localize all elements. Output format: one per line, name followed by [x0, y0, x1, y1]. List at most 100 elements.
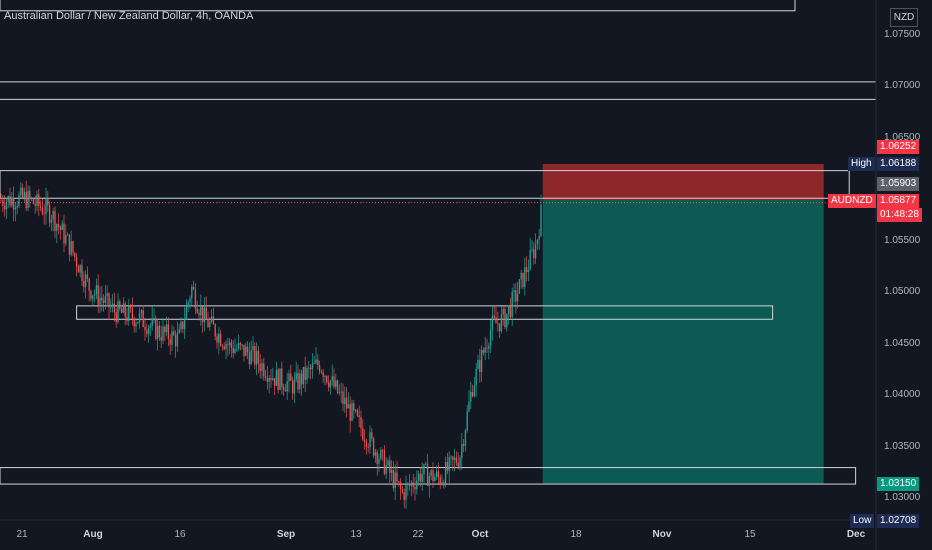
candle-body: [209, 321, 211, 328]
price-tick-label: 1.03000: [884, 492, 921, 503]
candle-body: [363, 439, 366, 442]
time-tick-label: 13: [350, 529, 362, 540]
candle-body: [268, 377, 270, 382]
candle-body: [311, 363, 314, 370]
time-tick-label: 18: [570, 529, 582, 540]
candle-body: [317, 359, 319, 366]
candle-body: [308, 367, 310, 369]
candle-body: [527, 269, 530, 273]
candle-body: [30, 198, 33, 199]
candle-body: [336, 380, 339, 394]
candle-body: [59, 226, 62, 230]
candle-body: [358, 415, 360, 418]
candle-body: [227, 344, 229, 346]
candle-body: [111, 303, 114, 307]
candle-body: [443, 482, 445, 486]
currency-badge[interactable]: NZD: [890, 8, 918, 27]
candle-body: [183, 319, 186, 329]
candle-body: [281, 368, 283, 387]
price-tick-label: 1.03500: [884, 440, 921, 452]
candle-body: [16, 205, 18, 208]
candle-body: [205, 307, 207, 320]
candle-body: [237, 343, 240, 349]
candle-body: [178, 329, 180, 334]
candle-body: [129, 306, 132, 309]
candle-body: [446, 462, 449, 471]
candle-body: [124, 303, 126, 317]
candle-body: [295, 372, 297, 380]
price-tick-label: 1.05000: [884, 286, 921, 297]
candle-body: [536, 239, 539, 245]
candle-body: [518, 279, 521, 294]
candle-body: [390, 470, 393, 473]
candle-body: [122, 303, 125, 313]
time-tick-label: 15: [744, 529, 756, 540]
candle-body: [313, 363, 315, 365]
candle-body: [540, 204, 542, 237]
candle-body: [484, 347, 486, 353]
candle-body: [255, 350, 258, 365]
candle-body: [324, 375, 326, 377]
candle-body: [372, 438, 375, 456]
low-label-tag: Low: [850, 514, 875, 528]
candle-body: [39, 205, 42, 208]
price-tick-label: 1.06500: [884, 131, 921, 143]
time-tick-label: 21: [16, 529, 28, 540]
candle-body: [351, 403, 353, 421]
stop-loss-zone: [542, 164, 824, 200]
candle-body: [488, 345, 490, 349]
candle-body: [93, 294, 96, 296]
candle-body: [254, 346, 256, 365]
candle-body: [90, 290, 92, 299]
candle-body: [347, 404, 350, 409]
candle-body: [273, 378, 276, 386]
candle-body: [290, 373, 292, 381]
candle-body: [25, 192, 27, 209]
time-tick-label: 16: [174, 529, 186, 540]
candle-body: [63, 223, 65, 244]
candle-body: [471, 392, 474, 397]
candle-body: [97, 285, 99, 305]
candle-body: [198, 312, 200, 316]
candle-body: [257, 350, 260, 364]
candle-body: [533, 249, 535, 259]
candle-body: [158, 325, 161, 338]
high-label-tag: High: [848, 157, 875, 171]
candle-body: [369, 432, 371, 448]
candle-body: [299, 373, 301, 390]
candle-body: [104, 296, 107, 303]
candle-body: [318, 365, 321, 372]
candle-body: [360, 417, 362, 429]
candle-body: [230, 342, 233, 348]
chart-overlay: [0, 0, 877, 550]
candle-body: [171, 331, 173, 345]
candle-body: [234, 349, 236, 354]
candle-body: [241, 344, 243, 346]
candle-body: [7, 196, 9, 202]
candle-body: [405, 485, 407, 500]
candle-body: [248, 352, 251, 365]
candle-body: [441, 482, 443, 485]
candle-body: [538, 236, 540, 240]
candle-body: [507, 305, 510, 314]
candle-body: [300, 373, 303, 385]
candle-body: [412, 482, 414, 487]
candle-body: [284, 389, 287, 392]
candle-body: [147, 327, 150, 334]
candle-body: [47, 199, 49, 206]
candle-body: [138, 313, 141, 322]
candle-body: [212, 316, 215, 325]
top-box: [0, 0, 796, 12]
candle-body: [374, 452, 377, 456]
candle-body: [434, 477, 436, 482]
candle-body: [365, 441, 368, 448]
candle-body: [455, 457, 458, 464]
candle-body: [54, 211, 56, 231]
price-tick-label: 1.07500: [884, 28, 921, 40]
candle-body: [185, 306, 188, 320]
candle-body: [486, 347, 488, 349]
candle-body: [315, 359, 317, 364]
candle-body: [189, 298, 191, 303]
candle-body: [327, 382, 330, 388]
